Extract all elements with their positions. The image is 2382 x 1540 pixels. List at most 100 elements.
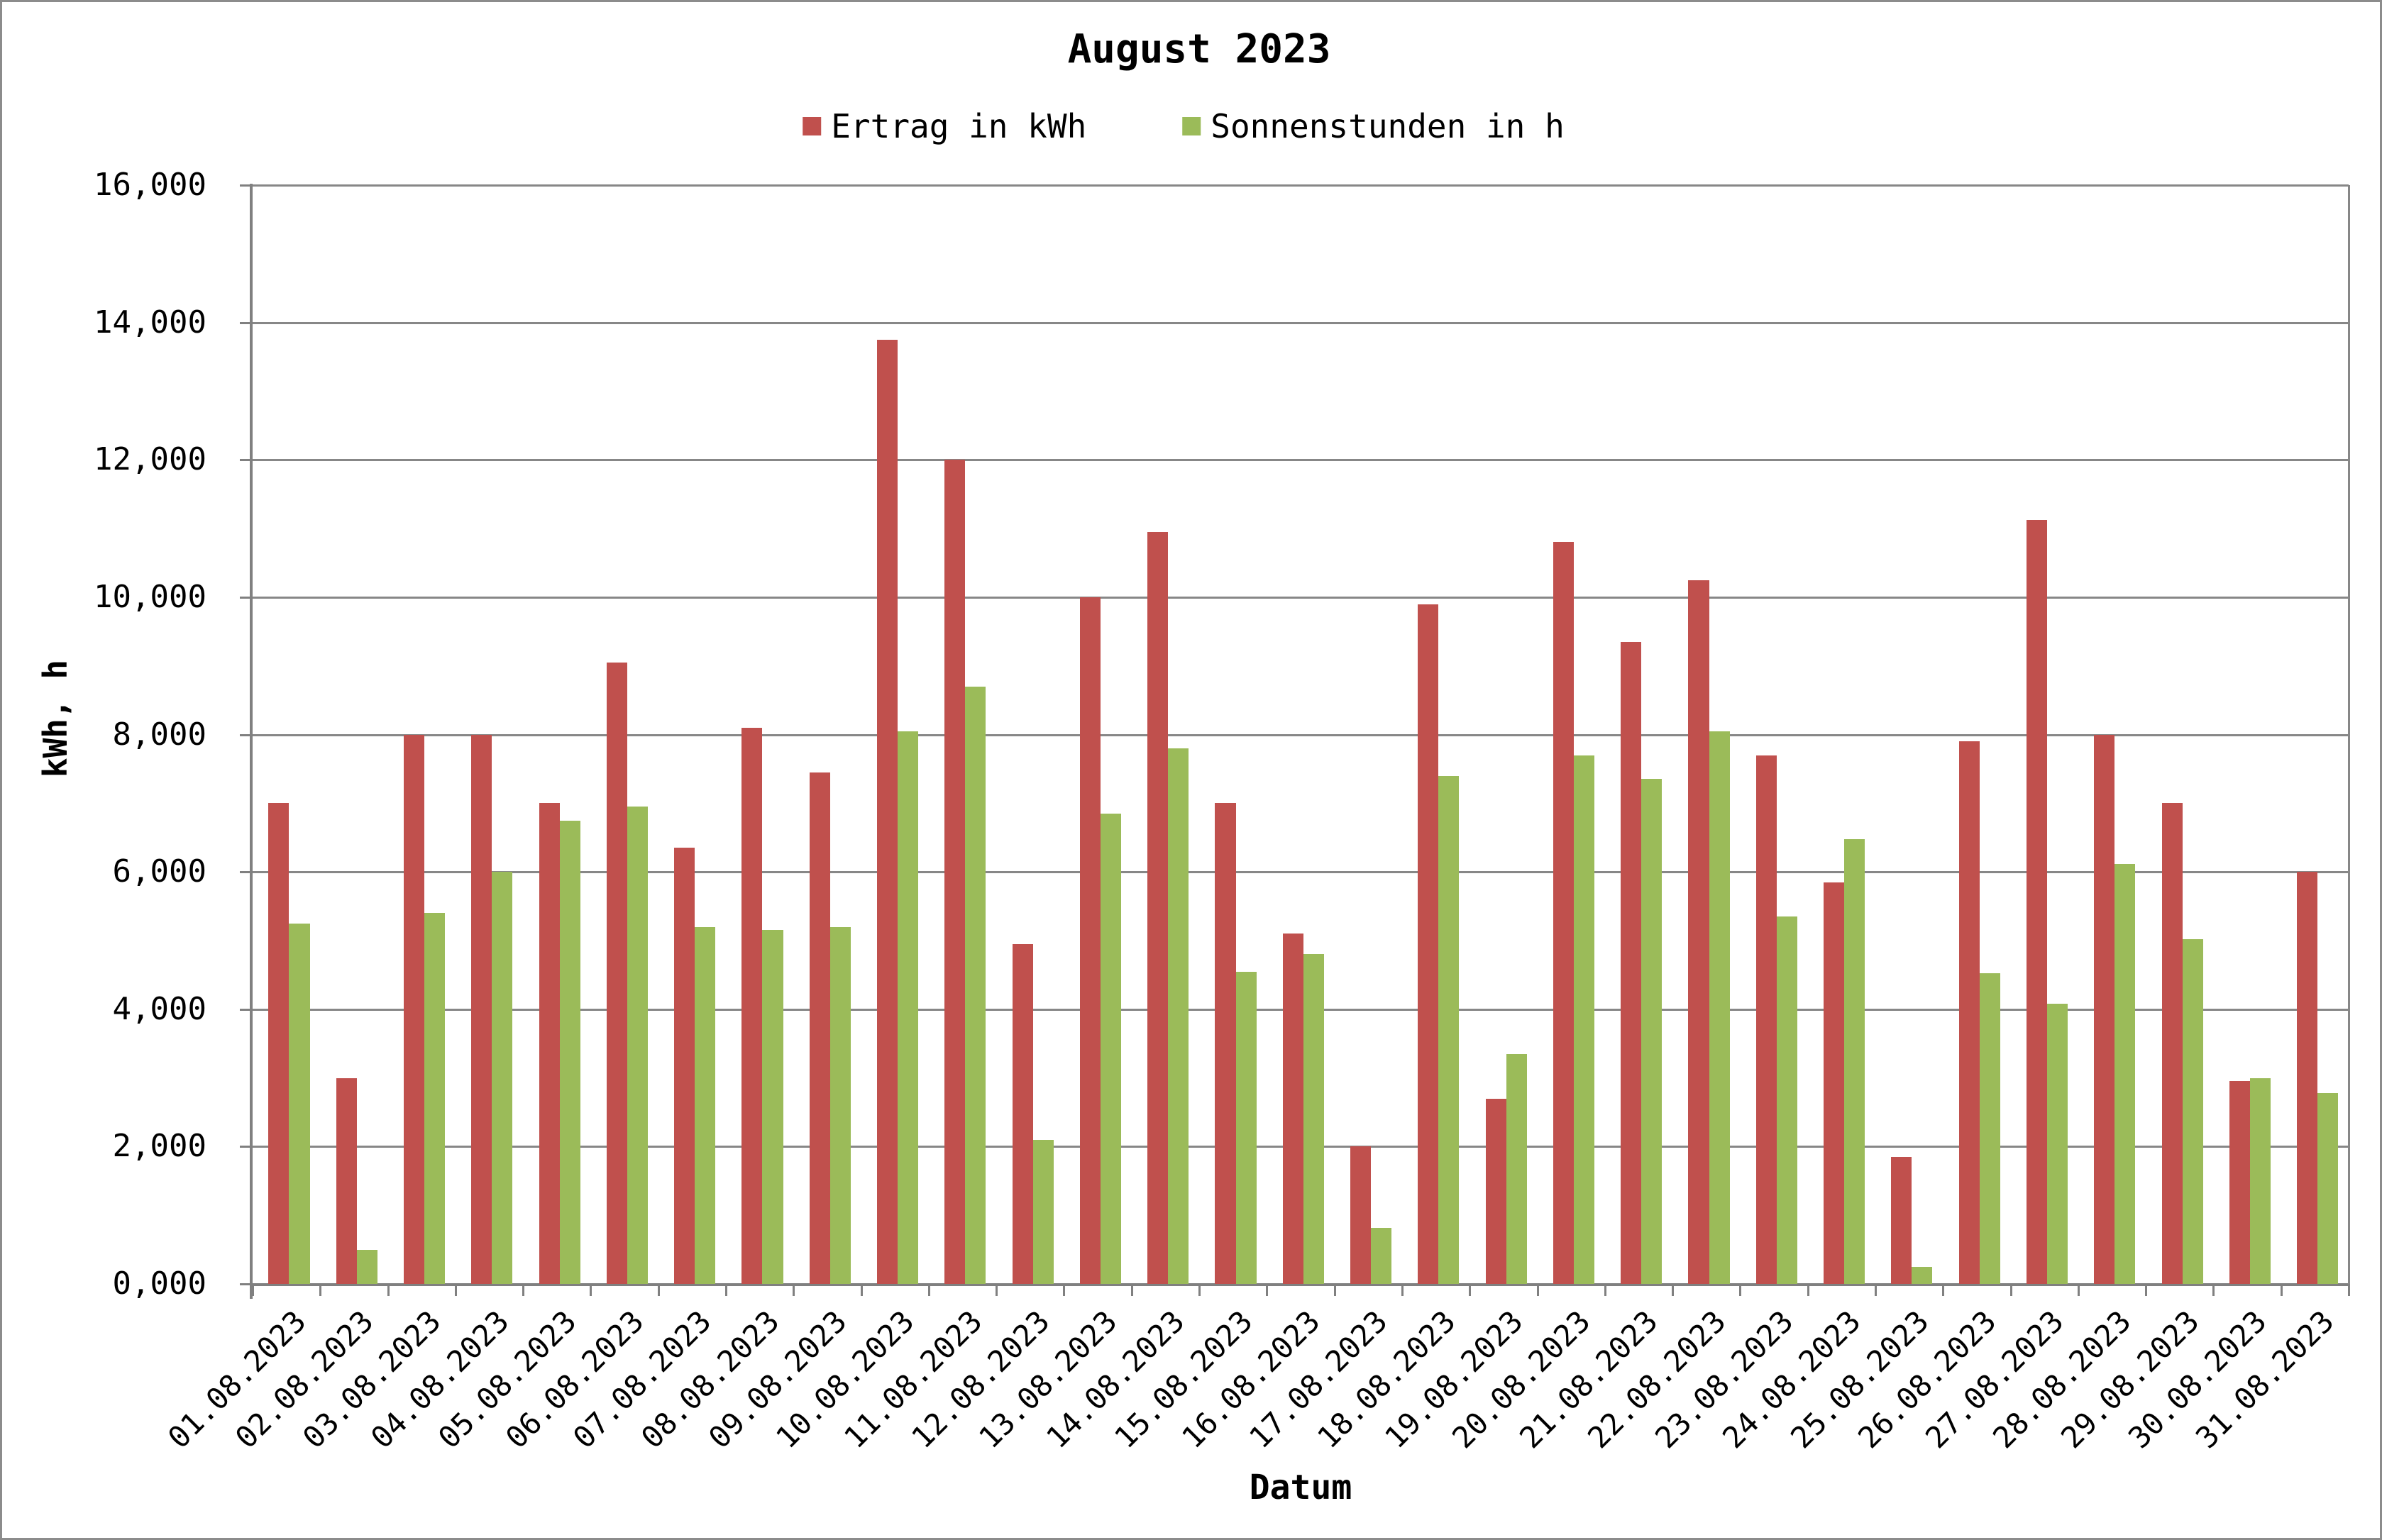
bar-ertrag-29 (2161, 803, 2183, 1284)
x-axis-tick (1536, 1284, 1539, 1296)
bar-ertrag-14 (1147, 531, 1169, 1284)
bar-sonnenstunden-20 (1573, 755, 1595, 1284)
x-axis-tick (860, 1284, 863, 1296)
bar-sonnenstunden-22 (1709, 731, 1730, 1284)
bar-sonnenstunden-12 (1032, 1139, 1054, 1284)
gridline-16000 (253, 184, 2349, 187)
bar-ertrag-15 (1215, 803, 1236, 1284)
gridline-6000 (253, 871, 2349, 874)
plot-right-border (2348, 185, 2350, 1284)
bar-ertrag-03 (403, 734, 425, 1284)
bar-ertrag-25 (1891, 1156, 1912, 1284)
y-tick-label-6,000: 6,000 (112, 853, 206, 890)
bar-sonnenstunden-09 (829, 926, 851, 1284)
bar-sonnenstunden-15 (1235, 971, 1257, 1284)
y-axis-tick (240, 321, 250, 324)
bar-sonnenstunden-04 (492, 872, 513, 1284)
bar-ertrag-30 (2229, 1081, 2250, 1284)
bar-ertrag-07 (674, 848, 695, 1284)
y-tick-label-4,000: 4,000 (112, 990, 206, 1027)
y-axis-tick (240, 1283, 250, 1285)
bar-ertrag-09 (809, 772, 830, 1284)
bar-sonnenstunden-28 (2114, 863, 2136, 1284)
bar-ertrag-26 (1958, 741, 1980, 1284)
legend-item-ertrag: Ertrag in kWh (803, 107, 1086, 145)
x-axis-tick (2145, 1284, 2148, 1296)
gridline-8000 (253, 733, 2349, 736)
x-axis-tick (454, 1284, 457, 1296)
bar-sonnenstunden-23 (1776, 916, 1797, 1284)
y-tick-label-12,000: 12,000 (94, 441, 206, 478)
bar-ertrag-02 (336, 1078, 357, 1284)
y-axis-tick (240, 459, 250, 462)
bar-sonnenstunden-27 (2047, 1004, 2068, 1284)
x-axis-tick (996, 1284, 998, 1296)
x-axis-title: Datum (1249, 1468, 1352, 1507)
bar-ertrag-11 (944, 460, 966, 1284)
bar-sonnenstunden-29 (2182, 939, 2203, 1284)
legend-label-sonnenstunden: Sonnenstunden in h (1211, 107, 1565, 145)
y-axis-tick (240, 733, 250, 736)
x-axis-tick (1469, 1284, 1472, 1296)
x-axis-tick (725, 1284, 728, 1296)
x-axis-tick (1874, 1284, 1877, 1296)
bar-sonnenstunden-31 (2317, 1092, 2339, 1284)
sonnenstunden-legend-swatch-icon (1182, 117, 1201, 135)
bar-ertrag-31 (2297, 872, 2318, 1284)
x-axis-tick (319, 1284, 322, 1296)
y-axis-line (250, 184, 253, 1299)
bar-ertrag-19 (1485, 1098, 1506, 1284)
bar-sonnenstunden-01 (289, 923, 310, 1284)
legend-label-ertrag: Ertrag in kWh (831, 107, 1087, 145)
bar-ertrag-10 (877, 339, 898, 1284)
chart-title: August 2023 (1067, 26, 1331, 72)
x-axis-tick (1130, 1284, 1133, 1296)
bar-sonnenstunden-11 (965, 686, 986, 1284)
x-axis-tick (793, 1284, 795, 1296)
ertrag-legend-swatch-icon (803, 117, 822, 135)
x-axis-tick (2280, 1284, 2283, 1296)
bar-ertrag-01 (268, 803, 290, 1284)
bar-ertrag-17 (1350, 1146, 1372, 1284)
bar-ertrag-16 (1282, 934, 1303, 1284)
x-axis-line (250, 1283, 2349, 1286)
x-axis-tick (2077, 1284, 2080, 1296)
x-axis-tick (2212, 1284, 2215, 1296)
bar-sonnenstunden-05 (559, 820, 580, 1284)
bar-ertrag-27 (2026, 520, 2047, 1284)
bar-ertrag-21 (1621, 641, 1642, 1284)
y-tick-label-2,000: 2,000 (112, 1128, 206, 1165)
bar-sonnenstunden-13 (1100, 813, 1121, 1284)
bar-ertrag-06 (606, 662, 627, 1284)
bar-sonnenstunden-21 (1641, 779, 1663, 1284)
y-axis-tick (240, 184, 250, 187)
gridline-12000 (253, 459, 2349, 462)
bar-sonnenstunden-19 (1506, 1053, 1527, 1284)
bar-ertrag-12 (1012, 943, 1033, 1284)
y-tick-label-0,000: 0,000 (112, 1265, 206, 1302)
x-axis-tick (1401, 1284, 1404, 1296)
legend: Ertrag in kWh Sonnenstunden in h (803, 107, 1565, 145)
bar-sonnenstunden-24 (1844, 838, 1865, 1284)
x-axis-tick (927, 1284, 930, 1296)
x-axis-tick (2009, 1284, 2012, 1296)
bar-sonnenstunden-16 (1303, 954, 1324, 1284)
bar-ertrag-08 (741, 727, 763, 1284)
bar-ertrag-23 (1755, 755, 1777, 1284)
bar-sonnenstunden-07 (695, 926, 716, 1284)
y-tick-label-8,000: 8,000 (112, 716, 206, 753)
gridline-10000 (253, 596, 2349, 599)
y-axis-tick (240, 1146, 250, 1148)
bar-sonnenstunden-03 (424, 913, 446, 1284)
bar-sonnenstunden-30 (2249, 1078, 2271, 1284)
y-axis-tick (240, 871, 250, 874)
y-tick-label-14,000: 14,000 (94, 304, 206, 340)
x-axis-tick (2348, 1284, 2350, 1296)
bar-sonnenstunden-18 (1438, 775, 1460, 1284)
bar-sonnenstunden-17 (1371, 1227, 1392, 1284)
x-axis-tick (1266, 1284, 1269, 1296)
y-axis-tick (240, 596, 250, 599)
bar-sonnenstunden-08 (762, 930, 783, 1284)
x-axis-tick (1672, 1284, 1675, 1296)
